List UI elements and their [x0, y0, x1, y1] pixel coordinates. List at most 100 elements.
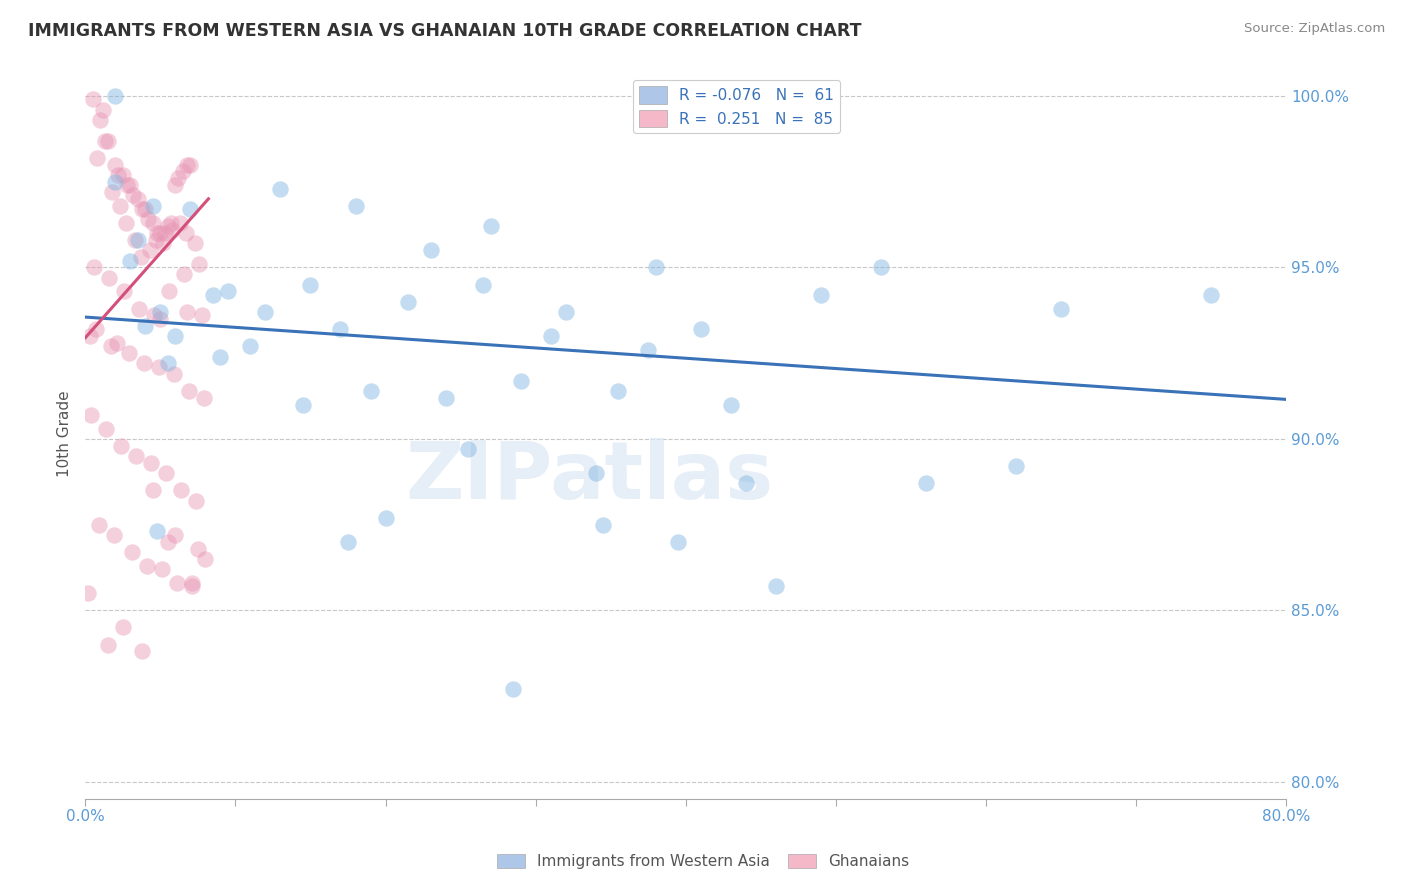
Point	[156, 534, 179, 549]
Point	[156, 219, 179, 234]
Point	[104, 89, 127, 103]
Point	[187, 541, 209, 556]
Point	[131, 644, 153, 658]
Point	[134, 202, 156, 216]
Point	[914, 476, 936, 491]
Text: ZIPatlas: ZIPatlas	[405, 439, 773, 516]
Point	[1199, 287, 1222, 301]
Point	[131, 202, 153, 216]
Point	[80, 408, 103, 422]
Point	[169, 216, 191, 230]
Point	[165, 329, 187, 343]
Point	[121, 545, 143, 559]
Point	[108, 199, 131, 213]
Point	[82, 92, 104, 106]
Legend: R = -0.076   N =  61, R =  0.251   N =  85: R = -0.076 N = 61, R = 0.251 N = 85	[633, 79, 841, 134]
Point	[209, 350, 232, 364]
Point	[734, 476, 756, 491]
Legend: Immigrants from Western Asia, Ghanaians: Immigrants from Western Asia, Ghanaians	[491, 848, 915, 875]
Point	[149, 311, 172, 326]
Point	[239, 339, 262, 353]
Point	[86, 151, 108, 165]
Point	[177, 384, 200, 398]
Point	[165, 178, 187, 193]
Point	[127, 192, 149, 206]
Point	[502, 682, 524, 697]
Point	[138, 212, 160, 227]
Point	[472, 277, 495, 292]
Point	[269, 181, 291, 195]
Point	[607, 384, 630, 398]
Point	[193, 391, 215, 405]
Point	[87, 517, 110, 532]
Point	[127, 233, 149, 247]
Point	[77, 586, 100, 600]
Point	[152, 236, 174, 251]
Point	[637, 343, 659, 357]
Point	[104, 157, 127, 171]
Point	[94, 134, 117, 148]
Point	[122, 188, 145, 202]
Point	[666, 534, 689, 549]
Point	[337, 534, 360, 549]
Point	[100, 339, 122, 353]
Point	[149, 305, 172, 319]
Point	[128, 301, 150, 316]
Point	[129, 250, 152, 264]
Point	[194, 551, 217, 566]
Point	[142, 483, 165, 498]
Point	[118, 346, 141, 360]
Text: IMMIGRANTS FROM WESTERN ASIA VS GHANAIAN 10TH GRADE CORRELATION CHART: IMMIGRANTS FROM WESTERN ASIA VS GHANAIAN…	[28, 22, 862, 40]
Point	[105, 335, 128, 350]
Y-axis label: 10th Grade: 10th Grade	[58, 391, 72, 477]
Point	[120, 178, 142, 193]
Point	[186, 493, 208, 508]
Point	[585, 466, 607, 480]
Point	[344, 199, 367, 213]
Point	[329, 322, 352, 336]
Point	[157, 285, 180, 299]
Point	[112, 285, 135, 299]
Point	[166, 575, 188, 590]
Point	[155, 466, 177, 480]
Point	[254, 305, 277, 319]
Point	[191, 309, 214, 323]
Point	[174, 226, 197, 240]
Point	[1050, 301, 1073, 316]
Point	[146, 226, 169, 240]
Point	[163, 367, 186, 381]
Point	[689, 322, 711, 336]
Point	[132, 356, 155, 370]
Point	[125, 449, 148, 463]
Point	[162, 222, 184, 236]
Point	[143, 309, 166, 323]
Point	[97, 134, 120, 148]
Point	[135, 558, 157, 573]
Point	[145, 233, 167, 247]
Point	[139, 244, 162, 258]
Point	[554, 305, 576, 319]
Point	[115, 216, 138, 230]
Point	[509, 374, 531, 388]
Text: Source: ZipAtlas.com: Source: ZipAtlas.com	[1244, 22, 1385, 36]
Point	[89, 112, 111, 127]
Point	[176, 305, 198, 319]
Point	[142, 199, 165, 213]
Point	[765, 579, 787, 593]
Point	[592, 517, 614, 532]
Point	[150, 562, 173, 576]
Point	[101, 185, 124, 199]
Point	[120, 253, 142, 268]
Point	[644, 260, 666, 275]
Point	[179, 202, 201, 216]
Point	[97, 638, 120, 652]
Point	[173, 267, 195, 281]
Point	[107, 168, 129, 182]
Point	[141, 456, 163, 470]
Point	[165, 528, 187, 542]
Point	[96, 421, 118, 435]
Point	[184, 236, 207, 251]
Point	[153, 226, 176, 240]
Point	[720, 397, 742, 411]
Point	[93, 103, 115, 117]
